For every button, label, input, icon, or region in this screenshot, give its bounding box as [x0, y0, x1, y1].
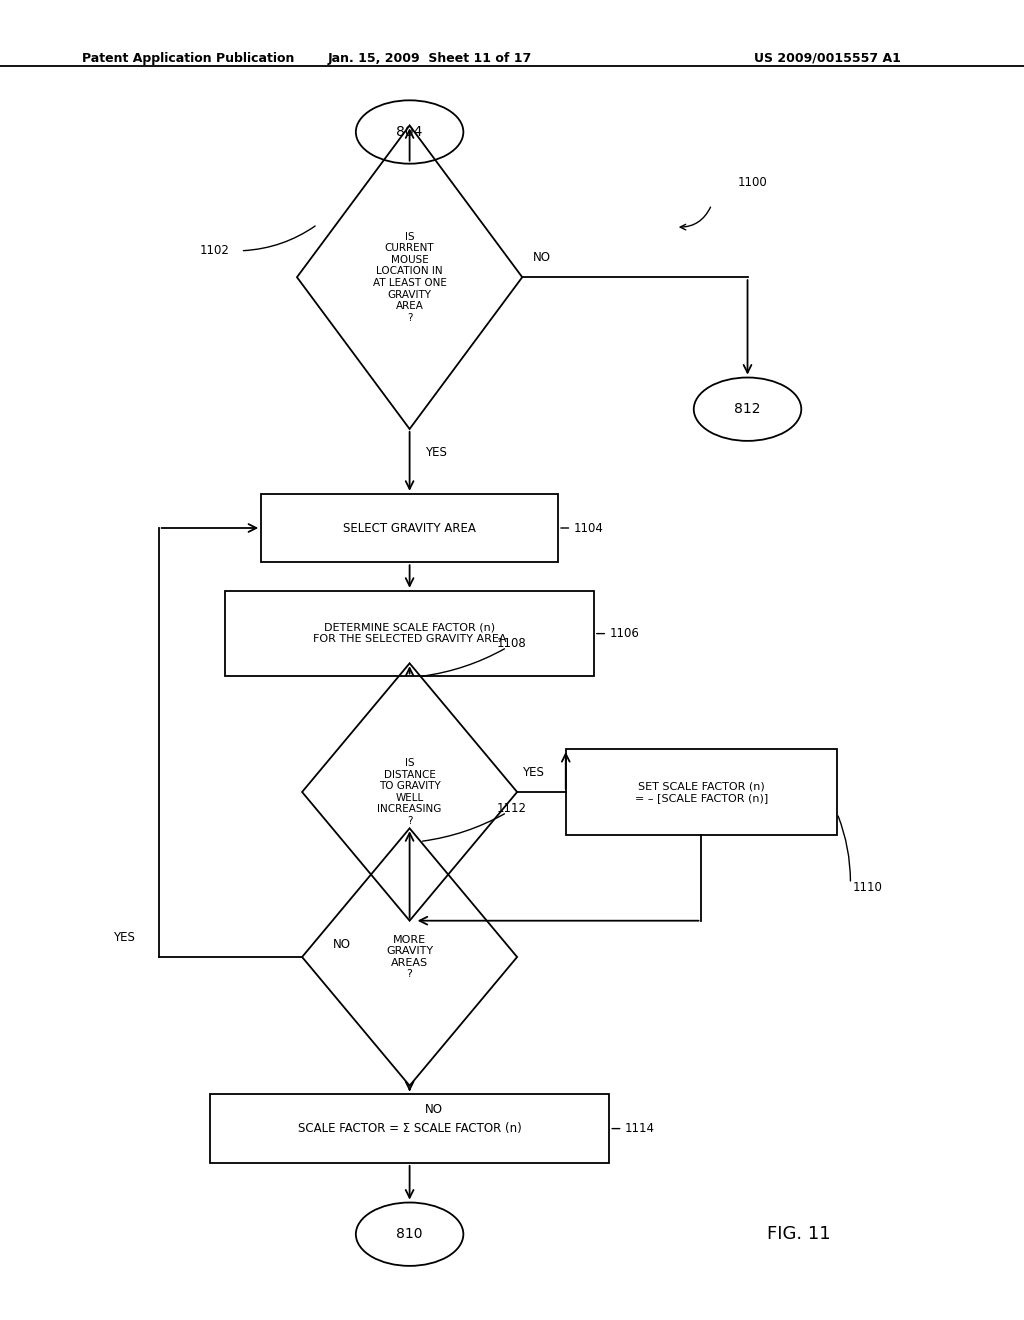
Text: 812: 812	[734, 403, 761, 416]
FancyArrowPatch shape	[838, 816, 851, 880]
Text: NO: NO	[425, 1104, 443, 1115]
Text: 1110: 1110	[853, 882, 883, 894]
Text: 1104: 1104	[573, 521, 603, 535]
Text: YES: YES	[113, 931, 134, 944]
Text: IS
CURRENT
MOUSE
LOCATION IN
AT LEAST ONE
GRAVITY
AREA
?: IS CURRENT MOUSE LOCATION IN AT LEAST ON…	[373, 231, 446, 323]
Text: DETERMINE SCALE FACTOR (n)
FOR THE SELECTED GRAVITY AREA: DETERMINE SCALE FACTOR (n) FOR THE SELEC…	[313, 623, 506, 644]
Text: 810: 810	[396, 1228, 423, 1241]
FancyArrowPatch shape	[423, 649, 505, 676]
Text: 1106: 1106	[609, 627, 639, 640]
Text: 1112: 1112	[497, 803, 526, 814]
Text: 1102: 1102	[200, 244, 229, 257]
Text: Jan. 15, 2009  Sheet 11 of 17: Jan. 15, 2009 Sheet 11 of 17	[328, 51, 532, 65]
Text: SELECT GRAVITY AREA: SELECT GRAVITY AREA	[343, 521, 476, 535]
Text: MORE
GRAVITY
AREAS
?: MORE GRAVITY AREAS ?	[386, 935, 433, 979]
Text: SET SCALE FACTOR (n)
= – [SCALE FACTOR (n)]: SET SCALE FACTOR (n) = – [SCALE FACTOR (…	[635, 781, 768, 803]
Text: US 2009/0015557 A1: US 2009/0015557 A1	[755, 51, 901, 65]
Text: 1108: 1108	[497, 638, 526, 649]
Text: Patent Application Publication: Patent Application Publication	[82, 51, 294, 65]
Text: 804: 804	[396, 125, 423, 139]
Text: YES: YES	[522, 766, 544, 779]
FancyArrowPatch shape	[423, 814, 505, 841]
Text: IS
DISTANCE
TO GRAVITY
WELL
INCREASING
?: IS DISTANCE TO GRAVITY WELL INCREASING ?	[378, 758, 441, 826]
Text: NO: NO	[532, 251, 551, 264]
FancyArrowPatch shape	[680, 207, 711, 230]
Text: 1114: 1114	[625, 1122, 654, 1135]
Text: 1100: 1100	[737, 176, 767, 189]
Text: FIG. 11: FIG. 11	[767, 1225, 830, 1243]
Text: YES: YES	[425, 446, 446, 459]
FancyArrowPatch shape	[244, 226, 315, 251]
Text: SCALE FACTOR = Σ SCALE FACTOR (n): SCALE FACTOR = Σ SCALE FACTOR (n)	[298, 1122, 521, 1135]
Text: NO: NO	[333, 939, 351, 950]
